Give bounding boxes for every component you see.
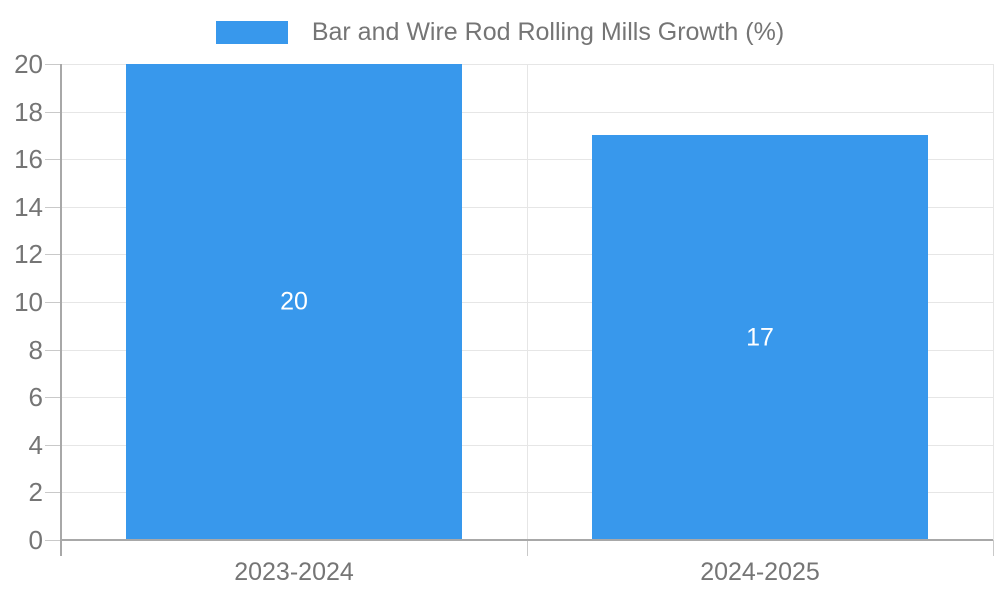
bar-value-label: 17: [746, 323, 774, 352]
y-axis-line: [60, 64, 62, 556]
y-axis-tick: [45, 206, 61, 208]
x-axis-tick: [993, 540, 994, 556]
y-axis-label: 14: [14, 191, 43, 222]
y-axis-tick: [45, 492, 61, 494]
y-axis-label: 0: [28, 525, 43, 555]
y-axis-tick: [45, 302, 61, 303]
x-axis-label: 2024-2025: [700, 558, 820, 586]
y-axis-label: 20: [14, 49, 43, 79]
y-axis-label: 8: [28, 334, 43, 365]
y-axis-tick: [45, 254, 61, 256]
bar-2024-2025[interactable]: [592, 135, 928, 540]
y-axis-tick: [45, 397, 61, 399]
y-axis-tick: [45, 159, 61, 161]
x-gridline: [527, 64, 528, 540]
x-axis-tick: [527, 540, 528, 556]
y-axis-label: 2: [28, 477, 43, 508]
legend-series-label: Bar and Wire Rod Rolling Mills Growth (%…: [311, 17, 785, 46]
y-axis-tick: [45, 64, 61, 65]
y-axis-tick: [45, 444, 61, 446]
x-gridline: [993, 64, 994, 540]
y-axis-label: 4: [28, 429, 43, 460]
y-axis-label: 18: [14, 96, 43, 127]
y-axis-tick: [45, 111, 61, 113]
chart-legend[interactable]: Bar and Wire Rod Rolling Mills Growth (%…: [0, 14, 1000, 50]
y-axis-tick: [45, 540, 61, 541]
x-axis-line: [61, 539, 993, 541]
y-axis-label: 6: [28, 382, 43, 413]
legend-color-swatch: [215, 20, 288, 44]
y-axis-tick: [45, 349, 61, 351]
y-axis-label: 16: [14, 144, 43, 175]
y-axis-label: 12: [14, 239, 43, 270]
bar-2023-2024[interactable]: [126, 64, 462, 540]
bar-value-label: 20: [280, 287, 308, 316]
y-axis-label: 10: [14, 287, 43, 317]
x-axis-label: 2023-2024: [234, 558, 354, 586]
